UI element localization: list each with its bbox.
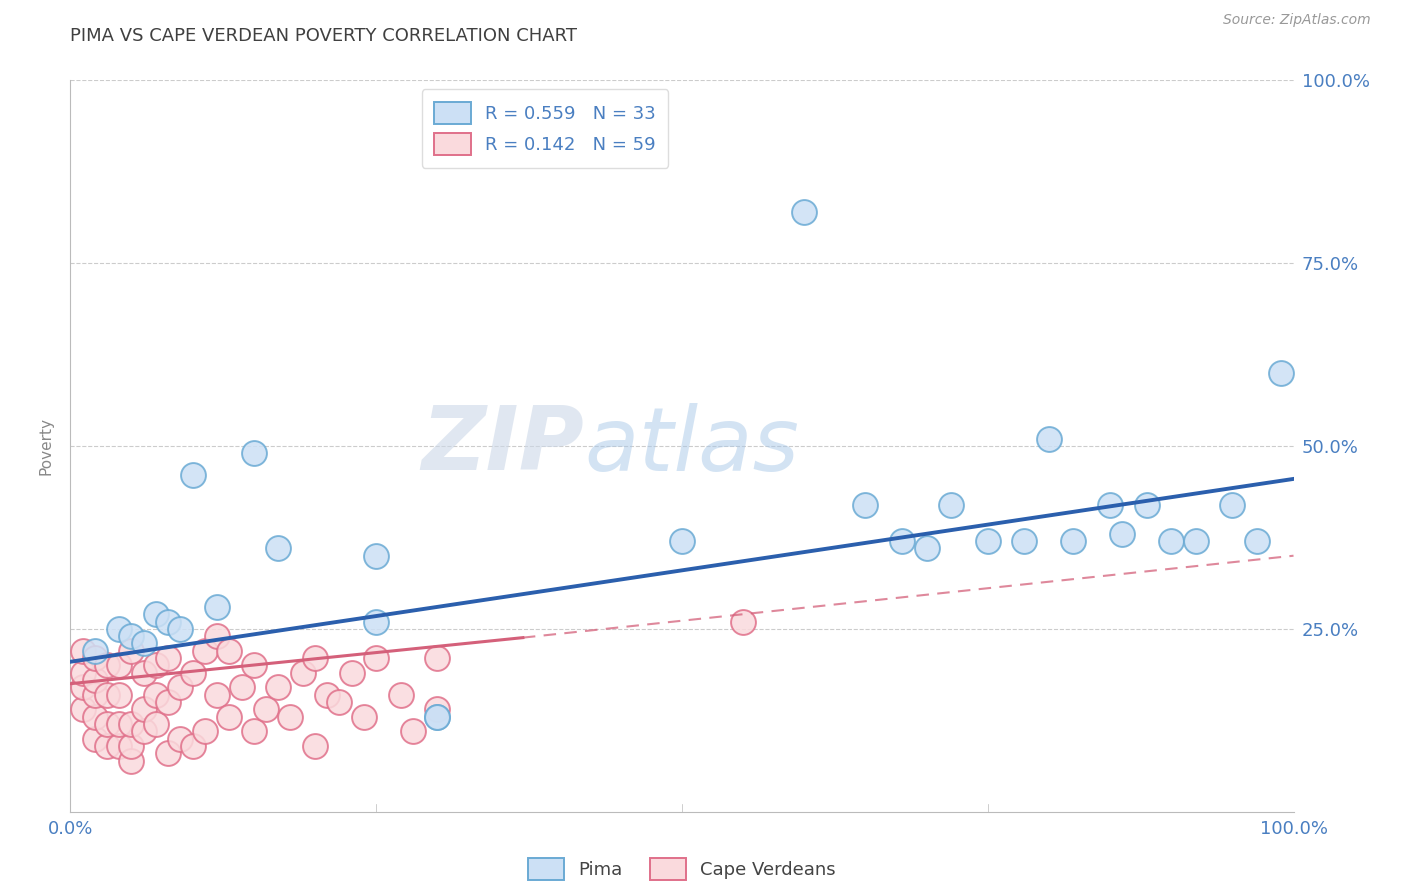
Point <box>194 724 217 739</box>
Point <box>267 681 290 695</box>
Point <box>328 695 350 709</box>
Point <box>291 665 314 680</box>
Point <box>72 644 94 658</box>
Point <box>132 724 155 739</box>
Point <box>267 541 290 556</box>
Point <box>205 629 228 643</box>
Point <box>426 709 449 723</box>
Point <box>121 717 143 731</box>
Point <box>72 665 94 680</box>
Point <box>915 541 938 556</box>
Point <box>977 534 1000 549</box>
Point <box>205 688 228 702</box>
Point <box>231 681 253 695</box>
Point <box>83 731 105 746</box>
Point <box>169 681 191 695</box>
Point <box>108 622 131 636</box>
Point <box>96 658 118 673</box>
Point <box>108 739 131 753</box>
Point <box>243 658 266 673</box>
Point <box>1136 498 1159 512</box>
Point <box>157 746 180 760</box>
Point <box>108 688 131 702</box>
Point <box>205 599 228 614</box>
Text: ZIP: ZIP <box>422 402 583 490</box>
Point <box>145 688 167 702</box>
Point <box>366 615 388 629</box>
Text: atlas: atlas <box>583 403 799 489</box>
Point <box>72 702 94 716</box>
Point <box>145 717 167 731</box>
Point <box>132 665 155 680</box>
Point <box>108 658 131 673</box>
Point <box>280 709 302 723</box>
Point <box>83 688 105 702</box>
Point <box>83 709 105 723</box>
Point <box>793 205 815 219</box>
Point <box>243 724 266 739</box>
Point <box>855 498 877 512</box>
Point <box>83 673 105 687</box>
Point <box>1270 366 1292 380</box>
Legend: Pima, Cape Verdeans: Pima, Cape Verdeans <box>520 850 844 887</box>
Point <box>1111 526 1133 541</box>
Point <box>181 468 204 483</box>
Point <box>1099 498 1122 512</box>
Point <box>340 665 363 680</box>
Point <box>157 651 180 665</box>
Point <box>96 688 118 702</box>
Point <box>316 688 339 702</box>
Point <box>181 739 204 753</box>
Point <box>243 446 266 460</box>
Point <box>121 644 143 658</box>
Point <box>121 754 143 768</box>
Point <box>83 651 105 665</box>
Text: PIMA VS CAPE VERDEAN POVERTY CORRELATION CHART: PIMA VS CAPE VERDEAN POVERTY CORRELATION… <box>70 27 578 45</box>
Point <box>366 651 388 665</box>
Point <box>426 702 449 716</box>
Text: Source: ZipAtlas.com: Source: ZipAtlas.com <box>1223 13 1371 28</box>
Point <box>254 702 277 716</box>
Point <box>157 695 180 709</box>
Point <box>169 622 191 636</box>
Point <box>108 717 131 731</box>
Point <box>1062 534 1084 549</box>
Point <box>145 607 167 622</box>
Point <box>145 658 167 673</box>
Point <box>1184 534 1206 549</box>
Point <box>426 709 449 723</box>
Point <box>891 534 914 549</box>
Point <box>426 651 449 665</box>
Point <box>72 681 94 695</box>
Point <box>671 534 693 549</box>
Point <box>1014 534 1036 549</box>
Point <box>96 739 118 753</box>
Point <box>218 709 240 723</box>
Point <box>1246 534 1268 549</box>
Point <box>389 688 412 702</box>
Point <box>132 636 155 650</box>
Point <box>1222 498 1244 512</box>
Point <box>157 615 180 629</box>
Point <box>402 724 425 739</box>
Point <box>96 717 118 731</box>
Y-axis label: Poverty: Poverty <box>38 417 53 475</box>
Point <box>218 644 240 658</box>
Point <box>169 731 191 746</box>
Point <box>304 651 326 665</box>
Point <box>181 665 204 680</box>
Point <box>353 709 375 723</box>
Point <box>132 702 155 716</box>
Point <box>121 739 143 753</box>
Point <box>1038 432 1060 446</box>
Point <box>83 644 105 658</box>
Point <box>121 629 143 643</box>
Point <box>304 739 326 753</box>
Point <box>366 549 388 563</box>
Point <box>1160 534 1182 549</box>
Point <box>194 644 217 658</box>
Point <box>939 498 962 512</box>
Point <box>733 615 755 629</box>
